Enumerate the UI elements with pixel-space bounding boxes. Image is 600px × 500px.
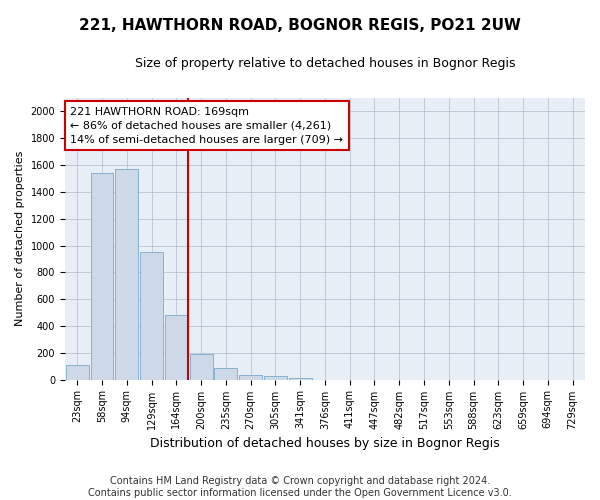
Text: Contains HM Land Registry data © Crown copyright and database right 2024.
Contai: Contains HM Land Registry data © Crown c… <box>88 476 512 498</box>
Bar <box>214 368 237 380</box>
Bar <box>289 378 311 380</box>
Bar <box>66 365 89 380</box>
X-axis label: Distribution of detached houses by size in Bognor Regis: Distribution of detached houses by size … <box>150 437 500 450</box>
Y-axis label: Number of detached properties: Number of detached properties <box>15 151 25 326</box>
Text: 221 HAWTHORN ROAD: 169sqm
← 86% of detached houses are smaller (4,261)
14% of se: 221 HAWTHORN ROAD: 169sqm ← 86% of detac… <box>70 106 343 144</box>
Title: Size of property relative to detached houses in Bognor Regis: Size of property relative to detached ho… <box>135 58 515 70</box>
Text: 221, HAWTHORN ROAD, BOGNOR REGIS, PO21 2UW: 221, HAWTHORN ROAD, BOGNOR REGIS, PO21 2… <box>79 18 521 32</box>
Bar <box>264 376 287 380</box>
Bar <box>91 173 113 380</box>
Bar <box>190 354 212 380</box>
Bar <box>165 315 188 380</box>
Bar <box>140 252 163 380</box>
Bar <box>115 169 138 380</box>
Bar <box>239 375 262 380</box>
